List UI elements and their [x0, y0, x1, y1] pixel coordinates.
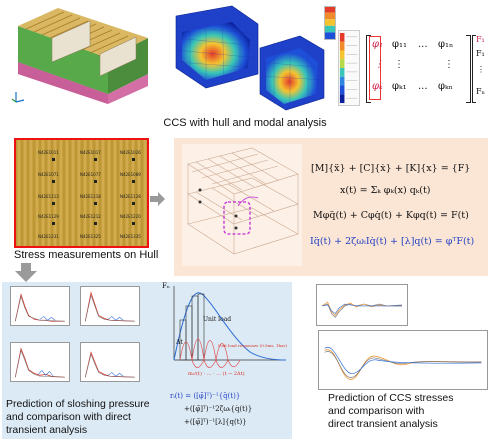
ccs-mesh-detail-view — [182, 144, 302, 266]
impulse-y-label: Fₙ — [162, 282, 170, 290]
matrix-cell-r3c1: φₖ₁ — [392, 81, 407, 92]
matrix-cell-r1c1: φ₁₁ — [392, 39, 408, 50]
response-equation-line-2: +([φ̃]ᵀ)⁻¹2ζωᵢ{q̇(t)} — [184, 405, 253, 413]
gauge-label: N42E1212 — [80, 214, 101, 219]
region-highlight — [223, 201, 251, 235]
ccs-caption: Prediction of CCS stresses and compariso… — [328, 392, 488, 431]
ccs-hull-model-illustration — [11, 8, 148, 104]
gauge-label: N42E1231 — [38, 234, 59, 239]
gauge-label: N42E1129 — [38, 214, 59, 219]
sloshing-caption: Prediction of sloshing pressure and comp… — [6, 398, 166, 437]
ccs-stress-plot-2 — [318, 330, 488, 390]
gauge-label: N42E1128 — [120, 194, 141, 199]
gauge-label: N42E1113 — [38, 194, 59, 199]
equation-modal-substitution: Mφq̈(t) + Cφq̇(t) + Kφq(t) = F(t) — [313, 210, 469, 221]
mode-shape-contour-2 — [259, 35, 325, 111]
matrix-left-row-1: φ₁ — [372, 39, 384, 50]
gauge-marker — [132, 222, 135, 225]
gauge-marker — [132, 202, 135, 205]
equation-motion: [M]{ẍ} + [C]{ẋ} + [K]{x} = {F} — [311, 163, 471, 174]
ccs-caption-line-2: and comparison with — [328, 405, 425, 417]
modal-matrix: φ₁ ⋮ φₖ φ₁₁ ... φ₁ₙ ⋮ ⋮ φₖ₁ ... φₖₙ F₁ F… — [366, 35, 486, 103]
flow-arrow-down-icon — [15, 263, 37, 282]
gauge-label: N42E1071 — [38, 172, 59, 177]
matrix-right-bracket — [466, 35, 471, 103]
gauge-label: N42E1118 — [80, 194, 101, 199]
matrix-cell-r3c3: φₖₙ — [438, 81, 453, 92]
gauge-marker — [132, 180, 135, 183]
force-vector-4: Fₙ — [476, 87, 486, 96]
response-equation-line-3: +([φ̃]ᵀ)⁻¹[λ]{q(t)} — [184, 418, 247, 426]
gauge-label: N42E1011 — [38, 150, 59, 155]
unit-load-label: Unit load — [203, 316, 232, 323]
mode-column-highlight — [369, 36, 381, 100]
sloshing-caption-line-2: and comparison with direct — [6, 411, 131, 423]
sloshing-plot-2 — [80, 286, 140, 326]
matrix-left-row-3: φₖ — [372, 81, 383, 92]
gauge-label: N42E1089 — [120, 172, 141, 177]
gauge-label: N42E1335 — [120, 234, 141, 239]
matrix-cell-r2c3: ⋮ — [444, 59, 454, 70]
force-vector-2: F₁ — [476, 49, 485, 58]
sloshing-caption-line-1: Prediction of sloshing pressure — [6, 398, 150, 410]
gauge-label: N42E1220 — [120, 214, 141, 219]
delta-t-label: Δt — [176, 339, 183, 346]
matrix-cell-r3c2: ... — [418, 81, 428, 92]
gauge-marker — [94, 158, 97, 161]
matrix-cell-r2c1: ⋮ — [394, 59, 404, 70]
matrix-left-bracket — [366, 35, 371, 103]
gauge-marker — [132, 158, 135, 161]
axis-triad — [15, 92, 25, 103]
matrix-left-row-2: ⋮ — [374, 59, 384, 70]
equation-modal-superposition: x(t) = Σₖ φₖ(x) qₖ(t) — [340, 185, 431, 196]
gauge-marker — [52, 222, 55, 225]
gauge-label: N42E1017 — [80, 150, 101, 155]
gauge-marker — [52, 180, 55, 183]
contour-color-bar — [324, 6, 336, 40]
gauge-marker — [94, 222, 97, 225]
hull-base — [18, 62, 148, 104]
sum-expression: m₀ᵗ(t) · ... · ... (t − 2Δt) — [188, 371, 245, 377]
top-caption: CCS with hull and modal analysis — [163, 117, 327, 129]
gauge-label: N42E1077 — [80, 172, 101, 177]
tank-wall — [18, 26, 108, 94]
gauge-label: N42E1325 — [80, 234, 101, 239]
sloshing-caption-line-3: transient analysis — [6, 424, 88, 436]
mode-shape-contour-1 — [175, 5, 259, 89]
sloshing-plot-4 — [80, 342, 140, 382]
ccs-caption-line-1: Prediction of CCS stresses — [328, 392, 454, 404]
vector-left-bracket — [472, 35, 476, 103]
equation-decoupled-modal: Iq̈(t) + 2ζωᵢIq̇(t) + [λ]q(t) = φᵀF(t) — [310, 236, 475, 247]
gauge-marker — [94, 202, 97, 205]
mode-legend-scale — [338, 30, 360, 106]
hull-strain-gauge-photo: N42E1011 N42E1017 N42E1026 N42E1071 N42E… — [14, 138, 149, 248]
gauge-label: N42E1026 — [120, 150, 141, 155]
sloshing-plot-3 — [10, 342, 70, 382]
ccs-stress-plot-1 — [316, 284, 408, 326]
unit-load-response-plot — [173, 286, 287, 368]
responses-label: Unit load responses (0.5ms, 1bar) — [218, 343, 287, 348]
hull-caption: Stress measurements on Hull — [14, 249, 159, 261]
force-vector-3: ⋮ — [477, 65, 485, 74]
matrix-cell-r1c3: φ₁ₙ — [438, 39, 454, 50]
ccs-caption-line-3: direct transient analysis — [328, 418, 438, 430]
flow-arrow-right-icon — [150, 192, 165, 206]
sloshing-plot-1 — [10, 286, 70, 326]
gauge-marker — [52, 202, 55, 205]
response-equation-line-1: rᵢ(t) = ([φ̃]ᵀ)⁻¹{q̈(t)} — [170, 392, 241, 400]
force-vector-1: F₁ — [476, 35, 485, 44]
gauge-marker — [94, 180, 97, 183]
gauge-marker — [52, 158, 55, 161]
matrix-cell-r1c2: ... — [418, 39, 428, 50]
